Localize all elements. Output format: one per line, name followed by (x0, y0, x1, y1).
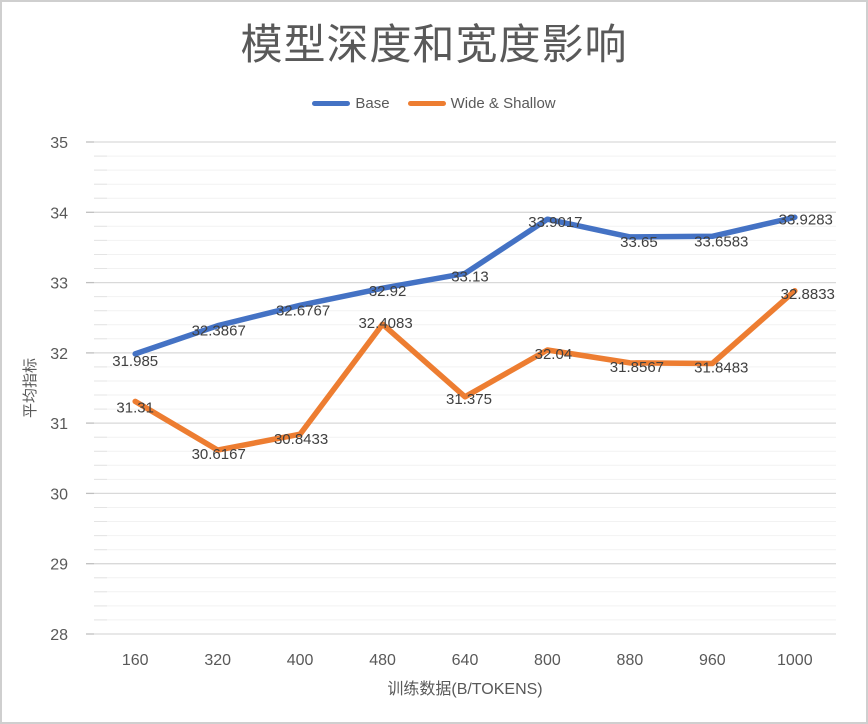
data-label: 32.92 (369, 283, 407, 300)
y-tick-label: 34 (50, 205, 68, 222)
data-label: 33.9283 (779, 211, 833, 228)
x-tick-label: 480 (369, 652, 396, 669)
x-tick-label: 320 (204, 652, 231, 669)
axis-tick-marks (86, 141, 107, 635)
y-tick-label: 29 (50, 557, 68, 574)
data-label: 31.8483 (694, 360, 748, 377)
y-tick-label: 31 (50, 416, 68, 433)
major-gridlines (94, 141, 836, 635)
series-lines (132, 214, 798, 453)
y-tick-label: 35 (50, 135, 68, 152)
legend-label-base: Base (355, 95, 390, 112)
x-tick-label: 400 (287, 652, 314, 669)
x-tick-label: 960 (699, 652, 726, 669)
x-tick-label: 880 (617, 652, 644, 669)
data-label: 32.4083 (358, 315, 412, 332)
y-axis-title: 平均指标 (22, 358, 39, 418)
data-label: 31.31 (116, 399, 154, 416)
series-line-base (132, 214, 798, 357)
legend: Base Wide & Shallow (2, 95, 866, 112)
y-tick-label: 30 (50, 486, 68, 503)
data-label: 32.8833 (781, 286, 835, 303)
chart-title: 模型深度和宽度影响 (240, 21, 628, 68)
data-labels: 31.985 32.3867 32.6767 32.92 33.13 33.9017 33.… (112, 211, 835, 463)
data-label: 30.8433 (274, 431, 328, 448)
data-label: 33.65 (620, 234, 658, 251)
data-label: 32.04 (535, 346, 573, 363)
y-tick-label: 28 (50, 627, 68, 644)
data-label: 33.13 (451, 268, 489, 285)
data-label: 32.6767 (276, 302, 330, 319)
legend-swatch-base-icon (312, 101, 351, 106)
x-tick-label: 160 (122, 652, 149, 669)
x-axis-tick-labels: 160 320 400 480 640 800 880 960 1000 (122, 652, 813, 669)
data-label: 31.8567 (610, 359, 664, 376)
y-axis-tick-labels: 35 34 33 32 31 30 29 28 (50, 135, 68, 644)
legend-item-base: Base (312, 95, 390, 112)
x-axis-title: 训练数据(B/TOKENS) (387, 680, 542, 698)
minor-gridlines (94, 155, 836, 621)
data-label: 31.375 (446, 391, 492, 408)
data-label: 33.6583 (694, 233, 748, 250)
data-label: 33.9017 (528, 214, 582, 231)
legend-item-wide-shallow: Wide & Shallow (407, 95, 556, 112)
data-label: 32.3867 (192, 323, 246, 340)
data-label: 31.985 (112, 353, 158, 370)
legend-swatch-wide-shallow-icon (407, 101, 446, 106)
x-tick-label: 640 (452, 652, 479, 669)
data-label: 30.6167 (192, 446, 246, 463)
legend-label-wide-shallow: Wide & Shallow (450, 95, 556, 112)
y-tick-label: 32 (50, 346, 68, 363)
y-tick-label: 33 (50, 276, 68, 293)
series-line-wide-shallow (132, 288, 798, 453)
x-tick-label: 800 (534, 652, 561, 669)
x-tick-label: 1000 (777, 652, 813, 669)
